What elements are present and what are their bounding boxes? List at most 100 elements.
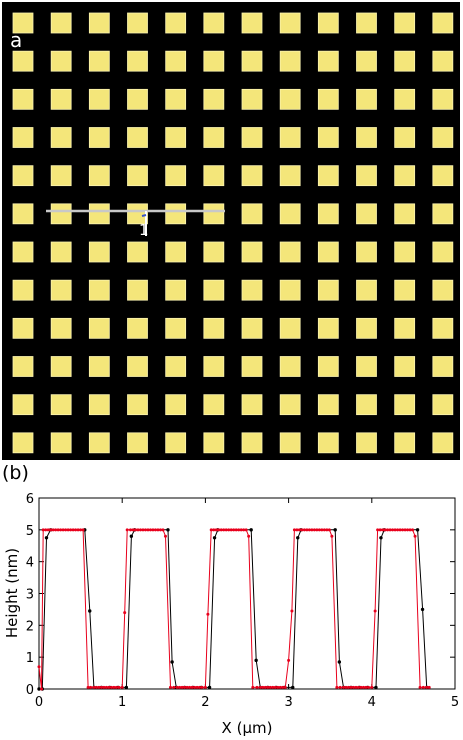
- data-point-series-2: [366, 685, 370, 689]
- data-point-series-2: [381, 528, 385, 532]
- square-feature: [50, 279, 72, 301]
- data-point-series-1: [207, 685, 212, 690]
- data-point-series-2: [418, 685, 422, 689]
- data-point-series-2: [310, 528, 314, 532]
- square-feature: [432, 88, 454, 110]
- square-feature: [317, 317, 339, 339]
- square-feature: [432, 394, 454, 416]
- data-point-series-2: [102, 685, 106, 689]
- square-feature: [12, 165, 34, 187]
- square-feature: [12, 203, 34, 225]
- data-point-series-2: [239, 528, 243, 532]
- square-feature: [203, 432, 225, 454]
- data-point-series-2: [175, 685, 179, 689]
- square-feature: [12, 279, 34, 301]
- data-point-series-1: [296, 536, 300, 540]
- data-point-series-2: [234, 528, 238, 532]
- data-point-series-2: [44, 528, 48, 532]
- square-feature: [394, 127, 416, 148]
- square-feature: [317, 88, 339, 110]
- data-point-series-1: [420, 607, 425, 612]
- x-axis-label: X (µm): [222, 719, 273, 737]
- microscopy-image-panel: 1 a: [2, 2, 460, 460]
- square-feature: [356, 279, 377, 301]
- data-point-series-2: [212, 528, 216, 532]
- square-feature: [165, 432, 187, 454]
- x-tick-label: 0: [35, 695, 43, 710]
- data-point-series-1: [337, 660, 342, 664]
- data-point-series-2: [168, 685, 172, 689]
- data-point-series-2: [94, 685, 98, 689]
- square-feature: [88, 279, 110, 301]
- square-feature: [317, 203, 339, 225]
- data-point-series-2: [79, 528, 83, 532]
- square-feature: [88, 356, 110, 377]
- data-point-series-1: [37, 687, 41, 691]
- data-point-series-2: [56, 528, 60, 532]
- square-feature: [12, 317, 34, 339]
- y-tick-label: 1: [26, 651, 34, 666]
- square-feature: [165, 394, 187, 416]
- data-point-series-1: [249, 528, 253, 532]
- y-tick-label: 5: [26, 524, 34, 539]
- data-point-series-2: [123, 611, 127, 615]
- square-feature: [279, 241, 301, 263]
- square-feature: [88, 127, 110, 148]
- square-feature: [203, 356, 225, 377]
- square-feature: [241, 356, 263, 377]
- square-feature: [432, 356, 454, 377]
- data-point-series-1: [333, 528, 337, 532]
- square-feature: [279, 50, 301, 72]
- data-point-series-2: [151, 528, 155, 532]
- data-point-series-2: [71, 528, 75, 532]
- data-point-series-2: [125, 528, 129, 532]
- data-point-series-2: [64, 528, 68, 532]
- square-feature: [165, 279, 187, 301]
- square-feature: [165, 50, 187, 72]
- data-point-series-2: [370, 685, 374, 689]
- plot-frame: [38, 497, 456, 690]
- square-feature: [279, 88, 301, 110]
- data-point-series-2: [373, 609, 377, 613]
- square-feature: [241, 50, 263, 72]
- data-point-series-2: [403, 528, 407, 532]
- square-feature: [317, 165, 339, 187]
- square-feature: [127, 394, 148, 416]
- square-feature: [12, 356, 34, 377]
- square-feature: [88, 165, 110, 187]
- square-feature: [279, 432, 301, 454]
- data-point-series-2: [200, 685, 204, 689]
- data-point-series-2: [317, 528, 321, 532]
- data-point-series-2: [198, 685, 202, 689]
- data-point-series-1: [291, 685, 295, 690]
- data-point-series-2: [356, 685, 360, 689]
- y-tick-label: 4: [26, 556, 34, 571]
- data-point-series-2: [46, 528, 50, 532]
- square-feature: [88, 50, 110, 72]
- data-point-series-2: [342, 685, 346, 689]
- square-feature: [394, 165, 416, 187]
- square-feature: [241, 127, 263, 148]
- data-point-series-2: [99, 685, 103, 689]
- square-feature: [12, 241, 34, 263]
- data-point-series-2: [172, 685, 176, 689]
- data-point-series-2: [421, 685, 425, 689]
- data-point-series-2: [273, 685, 277, 689]
- square-feature: [127, 203, 148, 225]
- data-point-series-2: [406, 528, 410, 532]
- square-feature: [165, 317, 187, 339]
- square-feature: [356, 88, 377, 110]
- square-feature: [356, 127, 377, 148]
- data-point-series-2: [120, 685, 124, 689]
- square-feature: [356, 241, 377, 263]
- data-point-series-2: [203, 685, 207, 689]
- square-feature: [241, 88, 263, 110]
- square-feature: [241, 203, 263, 225]
- square-feature: [432, 241, 454, 263]
- data-point-series-2: [295, 528, 299, 532]
- data-point-series-2: [97, 685, 101, 689]
- data-point-series-2: [351, 685, 355, 689]
- square-feature: [317, 356, 339, 377]
- square-feature: [50, 127, 72, 148]
- data-point-series-2: [297, 528, 301, 532]
